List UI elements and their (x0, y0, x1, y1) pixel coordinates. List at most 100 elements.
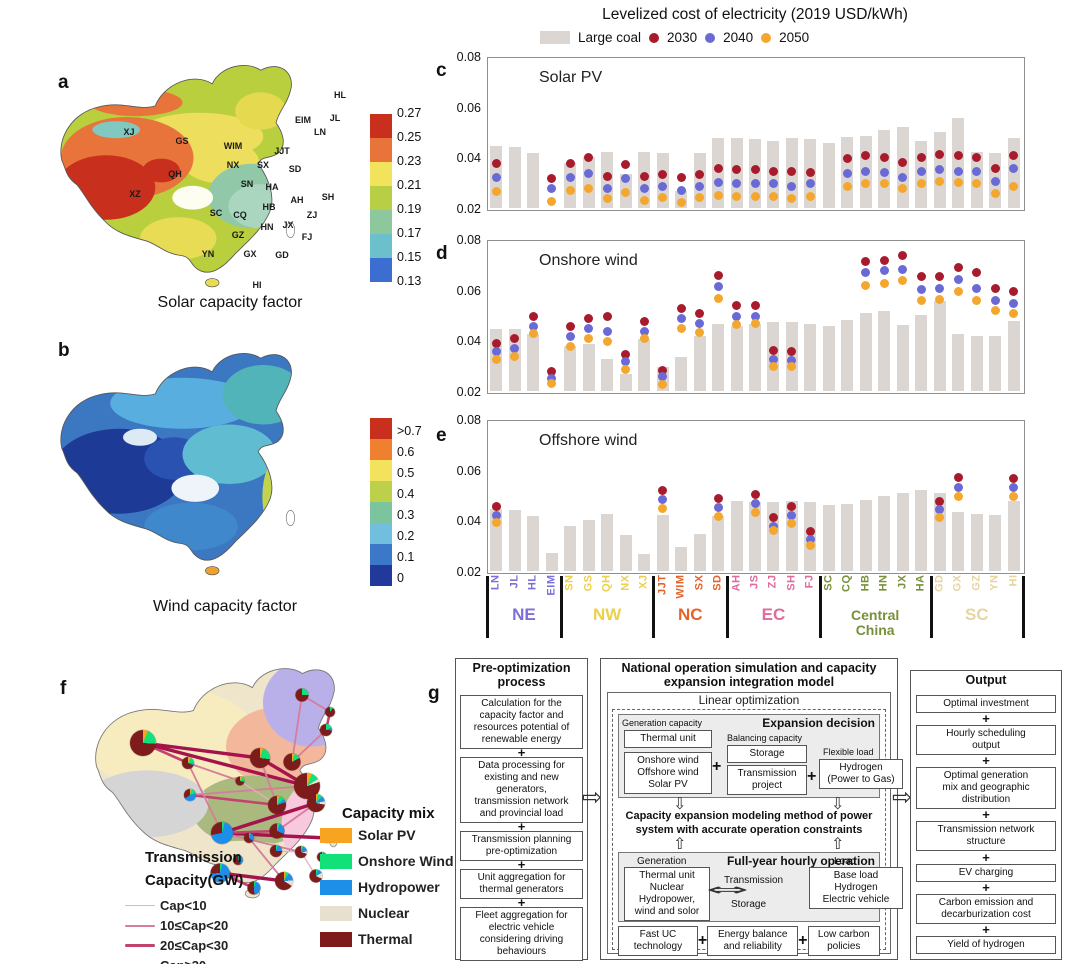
coal-bar (693, 336, 706, 391)
capacity-pie (244, 833, 254, 843)
map-province-label-HN: HN (260, 222, 274, 232)
map-province-label-SX: SX (256, 160, 270, 170)
preopt-box-2: Data processing for existing and new gen… (460, 757, 583, 823)
load-box: Base load Hydrogen Electric vehicle (809, 867, 903, 909)
map-province-label-XJ: XJ (123, 127, 135, 137)
lcoe-dot-2040 (787, 510, 797, 520)
transmission-legend-label: 20≤Cap<30 (160, 938, 229, 953)
coal-bar (915, 489, 928, 571)
coal-bar (989, 515, 1002, 571)
lcoe-dot-2030 (658, 486, 668, 496)
province-label-LN: LN (489, 574, 502, 591)
lcoe-dot-2030 (1009, 287, 1019, 297)
lcoe-dot-2030 (805, 526, 815, 536)
map-province-label-NX: NX (226, 160, 240, 170)
lcoe-dot-2040 (547, 184, 557, 194)
capacity-pie (235, 776, 245, 786)
y-tick-label: 0.06 (456, 283, 481, 298)
up-arrow-icon: ⇧ (673, 834, 687, 853)
coal-bar (712, 323, 725, 391)
lcoe-dot-2050 (565, 185, 575, 195)
lcoe-dot-2030 (898, 250, 908, 260)
colorbar-tick: 0.6 (397, 445, 415, 459)
energy-balance-box: Energy balance and reliability (707, 926, 799, 956)
map-province-label-QH: QH (168, 169, 182, 179)
map-province-label-HI: HI (252, 280, 262, 290)
plus: + (697, 932, 708, 949)
capacity-mix-item: Thermal (320, 931, 412, 947)
capacity-pie (130, 730, 156, 756)
colorbar-segment (370, 439, 392, 460)
y-tick-label: 0.02 (456, 202, 481, 216)
preopt-title: Pre-optimization process (472, 661, 571, 690)
lcoe-dot-2040 (768, 179, 778, 189)
region-label-NC: NC (678, 605, 703, 624)
chart-subtitle: Solar PV (539, 69, 603, 86)
lcoe-dot-2050 (953, 491, 963, 501)
province-label-SC: SC (822, 574, 835, 591)
plus: + (982, 849, 990, 865)
lcoe-dot-2040 (953, 274, 963, 284)
province-label-HL: HL (526, 574, 539, 591)
lcoe-dot-2050 (787, 362, 797, 372)
transmission-legend-item: 20≤Cap<30 (125, 938, 228, 953)
coal-bar (822, 143, 835, 208)
lcoe-dot-2030 (713, 163, 723, 173)
province-label-HN: HN (877, 574, 890, 592)
lcoe-dot-2040 (990, 296, 1000, 306)
map-province-label-AH: AH (290, 195, 304, 205)
region-label-NE: NE (512, 605, 536, 624)
lcoe-dot-2050 (861, 179, 871, 189)
map-province-label-EIM: EIM (294, 115, 312, 125)
plus: + (982, 921, 990, 937)
map-province-label-ZJ: ZJ (306, 210, 318, 220)
lcoe-dot-2040 (713, 282, 723, 292)
lcoe-dot-2050 (842, 181, 852, 191)
y-tick-label: 0.08 (456, 233, 481, 247)
transmission-line (142, 741, 261, 760)
double-arrow-icon: ⇔ (706, 880, 750, 899)
coal-bar (878, 496, 891, 571)
lcoe-dot-2050 (732, 191, 742, 201)
storage-box: Storage (727, 745, 807, 763)
colorbar-tick: 0.15 (397, 250, 422, 264)
map-province-label-HB: HB (262, 202, 276, 212)
lcoe-dot-2040 (732, 311, 742, 321)
lcoe-dot-2040 (658, 495, 668, 505)
lcoe-dot-2050 (787, 519, 797, 529)
coal-bar (730, 326, 743, 391)
flow-arrow-left-icon: ⇨ (582, 783, 603, 811)
coal-bar (970, 513, 983, 571)
lcoe-dot-2030 (658, 170, 668, 180)
flow-arrow-right-icon: ⇨ (892, 783, 913, 811)
lcoe-dot-2030 (768, 345, 778, 355)
large-coal-swatch (540, 31, 570, 44)
lcoe-title: Levelized cost of electricity (2019 USD/… (602, 6, 908, 23)
lcoe-dot-2040 (898, 172, 908, 182)
lcoe-dot-2030 (861, 257, 871, 267)
transmission-line (291, 694, 303, 763)
capacity-mix-swatch (320, 931, 352, 947)
generation-box: Thermal unit Nuclear Hydropower, wind an… (624, 867, 710, 921)
map-province-label-HA: HA (265, 182, 279, 192)
province-label-HA: HA (914, 574, 927, 592)
plus: + (807, 768, 817, 785)
province-label-GX: GX (951, 574, 964, 592)
colorbar-tick: 0.5 (397, 466, 415, 480)
lcoe-dot-2040 (916, 284, 926, 294)
region-label-Central China: Central China (851, 607, 900, 638)
hourly-operation-title: Full-year hourly operation (726, 854, 875, 868)
lcoe-dot-2030 (972, 152, 982, 162)
lcoe-dot-2040 (787, 355, 797, 365)
lcoe-dot-2050 (621, 188, 631, 198)
lcoe-dot-2050 (768, 525, 778, 535)
province-label-EIM: EIM (545, 574, 558, 596)
coal-bar (508, 146, 521, 208)
capacity-pie (184, 789, 196, 801)
plus: + (798, 932, 808, 949)
lcoe-dot-2040 (787, 181, 797, 191)
preopt-column: Pre-optimization process Calculation for… (455, 658, 588, 961)
province-label-HB: HB (859, 574, 872, 592)
capacity-pie (295, 688, 309, 702)
